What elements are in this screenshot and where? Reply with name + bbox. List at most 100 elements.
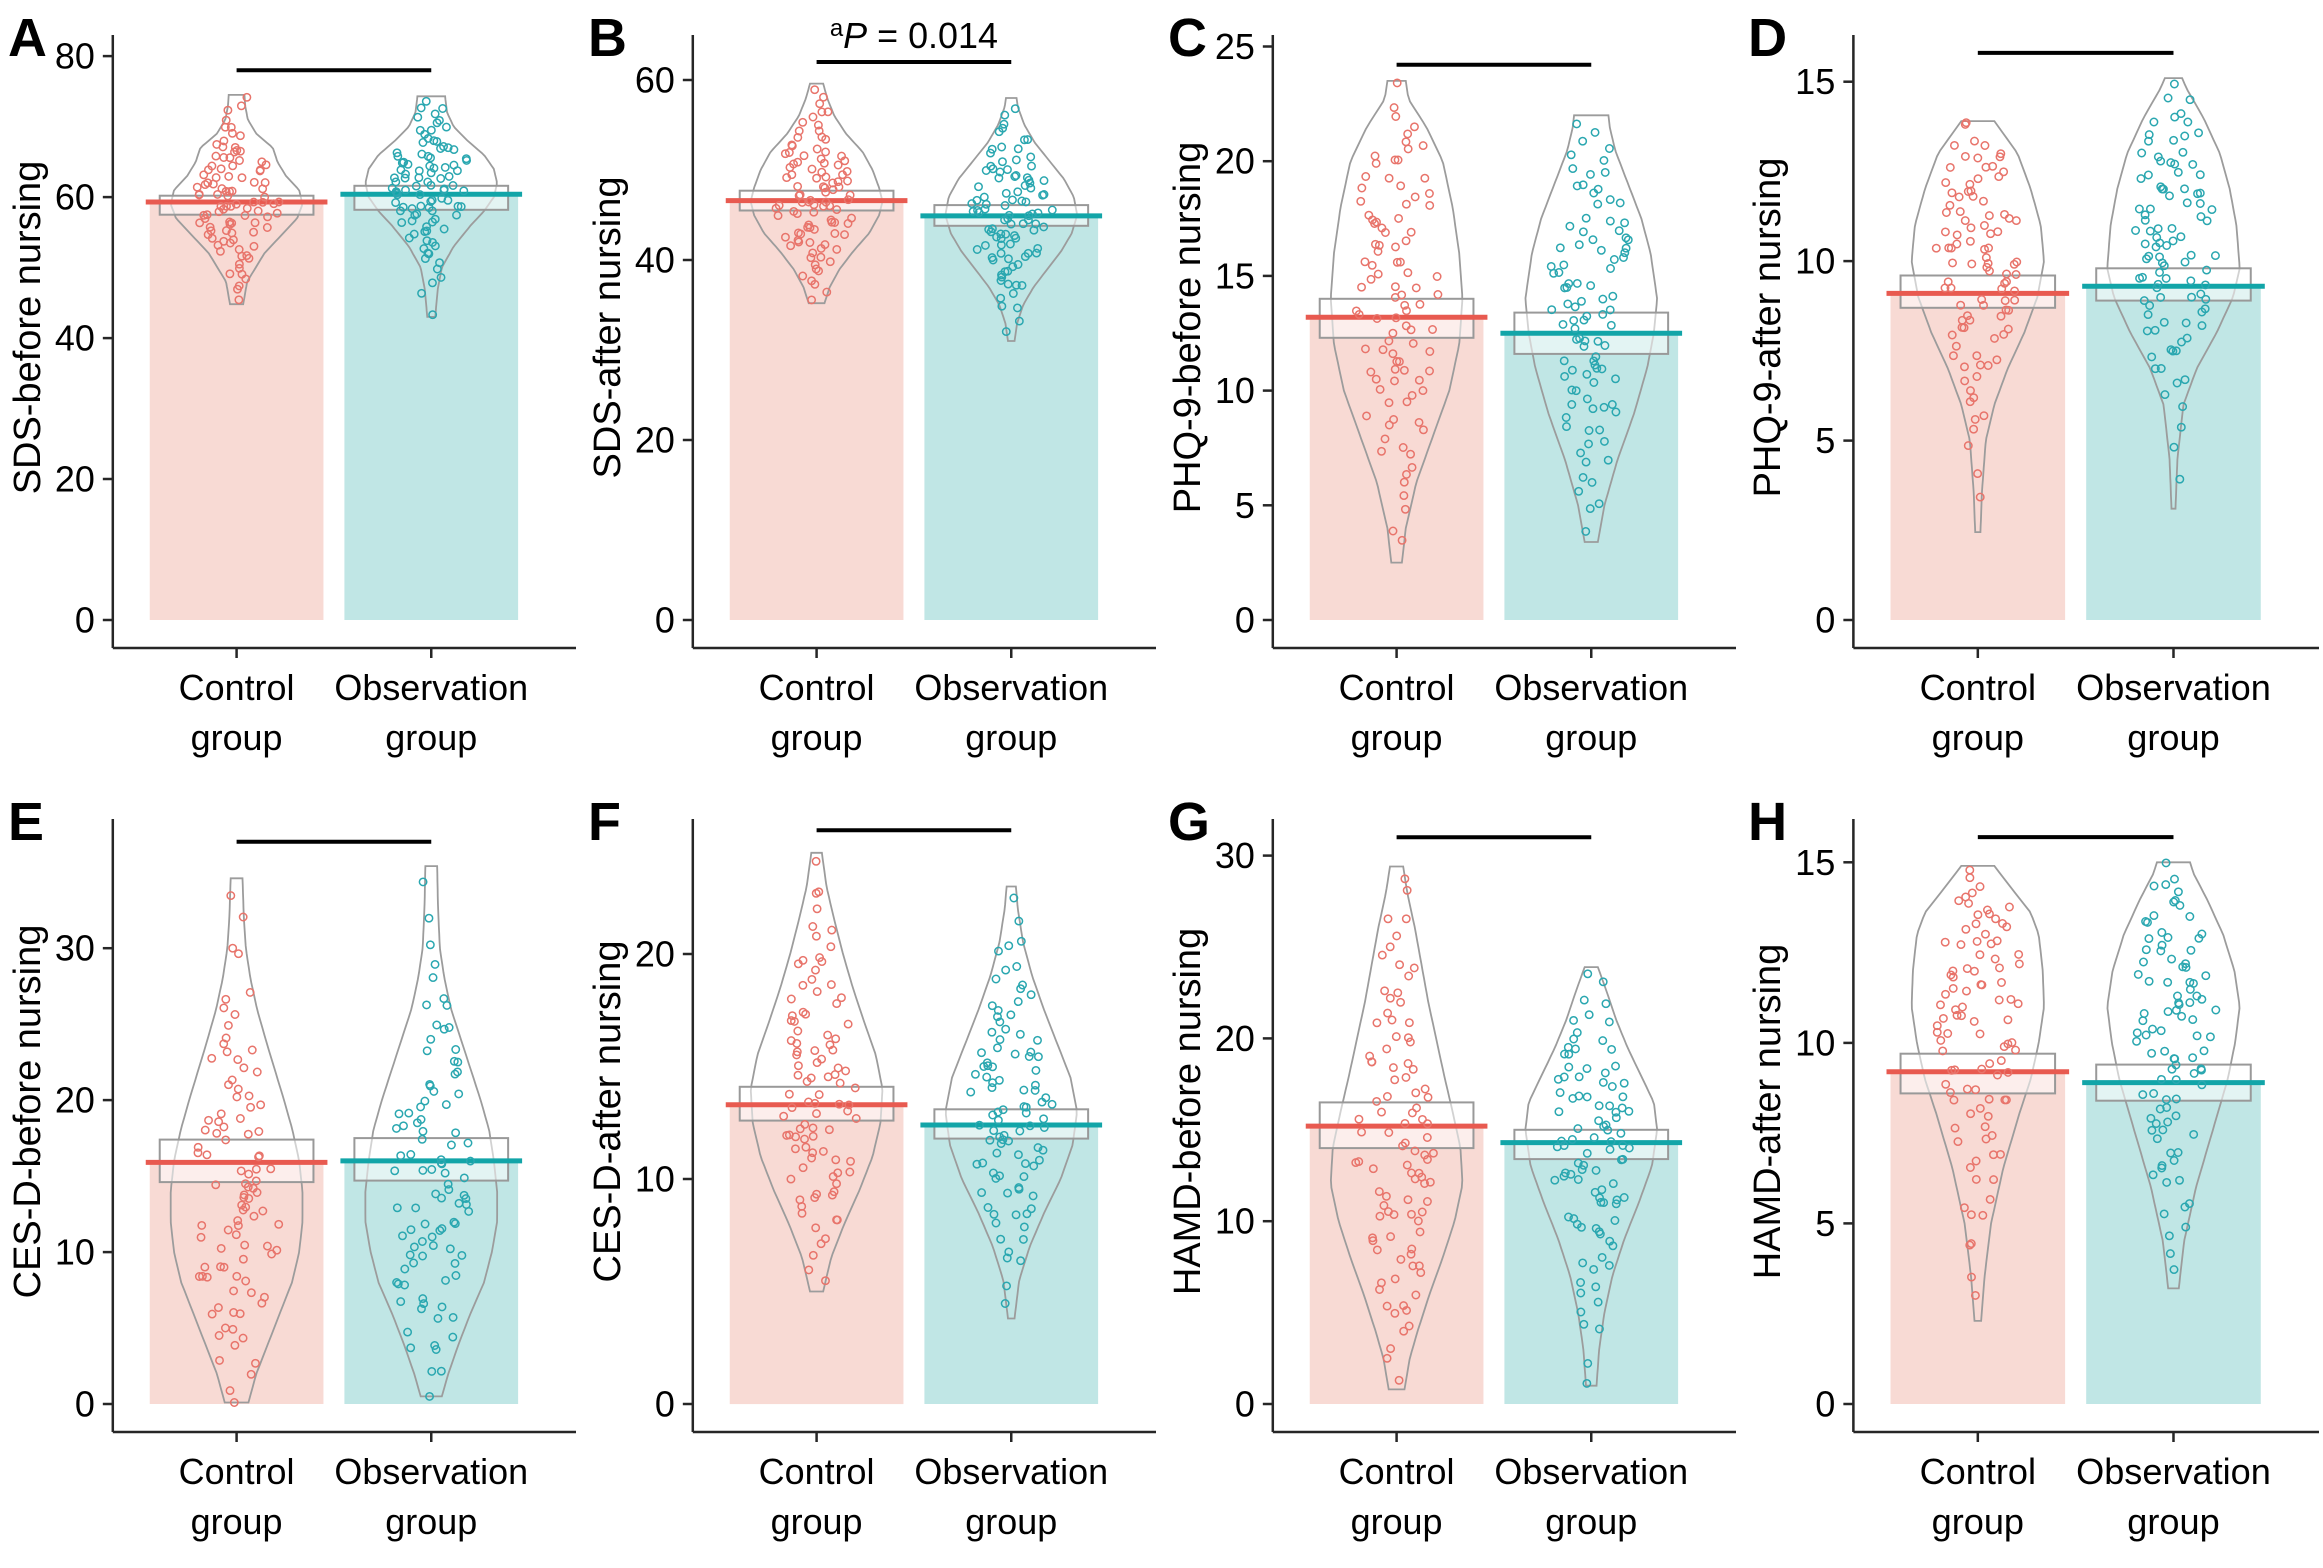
data-points-observation-group [967,104,1057,337]
y-tick-label: 10 [1215,370,1255,411]
y-tick-label: 15 [1795,61,1835,102]
x-category-label: Observation [1494,667,1688,708]
y-axis-label: CES-D-after nursing [587,941,629,1283]
panel-e-chart: E CES-D-before nursing 0 10 20 30 Control group… [7,792,577,1542]
x-category-label: Control [179,667,295,708]
x-category-label-line2: group [1932,717,2024,758]
bar-observation-group [2086,286,2261,620]
bar-observation-group [344,194,519,621]
y-tick-label: 20 [55,458,95,499]
bar-observation-group [924,1125,1099,1404]
panel-letter: H [1748,792,1787,852]
y-axis-label: CES-D-before nursing [7,925,49,1299]
y-tick-label: 20 [1215,141,1255,182]
panel-f: F CES-D-after nursing 0 10 20 Control group Obs… [580,784,1160,1568]
y-tick-label: 10 [1795,241,1835,282]
y-tick-label: 30 [1215,835,1255,876]
y-tick-label: 30 [55,928,95,969]
panel-b-chart: B SDS-after nursing aP = 0.014 0 20 40 60 Contr… [587,8,1157,758]
violin-outline-observation-group [2106,77,2241,510]
panel-letter: B [588,8,627,68]
y-tick-label: 10 [1795,1022,1835,1063]
violin-outline-observation-group [1524,966,1658,1387]
y-axis-label: HAMD-before nursing [1167,928,1209,1295]
panel-d: D PHQ-9-after nursing 0 5 10 15 Control group Ob… [1740,0,2323,784]
panel-letter: A [8,8,47,68]
x-category-label: Observation [2076,1451,2271,1492]
data-points-observation-group [2131,79,2220,484]
y-tick-label: 0 [1235,599,1255,640]
y-tick-label: 0 [75,599,95,640]
bar-control-group [149,202,324,620]
panel-c-chart: C PHQ-9-before nursing 0 5 10 15 20 25 Control gr… [1167,8,1737,758]
data-points-control-group [193,891,284,1407]
bar-control-group [1309,1126,1484,1404]
y-tick-label: 10 [1215,1201,1255,1242]
violin-outline-observation-group [1524,114,1658,543]
panel-b: B SDS-after nursing aP = 0.014 0 20 40 60 Contr… [580,0,1160,784]
violin-outline-control-group [749,851,884,1293]
x-category-label: Control [759,1451,875,1492]
x-category-label-line2: group [1932,1501,2024,1542]
y-tick-label: 0 [655,1383,675,1424]
x-category-label: Control [1339,667,1455,708]
y-tick-label: 0 [1815,1384,1835,1425]
panel-letter: C [1168,8,1207,68]
y-tick-label: 10 [55,1232,95,1273]
x-category-label: Observation [334,1451,528,1492]
bar-control-group [729,200,904,620]
x-category-label-line2: group [385,1501,477,1542]
panel-f-chart: F CES-D-after nursing 0 10 20 Control group Obs… [587,792,1157,1542]
violin-outline-control-group [1910,120,2045,533]
y-axis-label: PHQ-9-after nursing [1747,158,1789,498]
panel-a: A SDS-before nursing 0 20 40 60 80 Control group… [0,0,580,784]
x-category-label: Observation [334,667,528,708]
p-value-annotation: aP = 0.014 [830,15,998,56]
x-category-label: Observation [914,667,1108,708]
x-category-label-line2: group [2127,717,2219,758]
violin-outline-control-group [1330,865,1464,1391]
y-axis-label: SDS-before nursing [7,161,49,495]
y-axis-label: HAMD-after nursing [1747,944,1789,1280]
y-tick-label: 40 [55,318,95,359]
y-axis-label: SDS-after nursing [587,177,629,479]
data-points-observation-group [390,877,475,1401]
violin-outline-control-group [170,94,303,306]
panel-h-chart: H HAMD-after nursing 0 5 10 15 Control group Obs… [1747,792,2319,1542]
bar-control-group [149,1162,324,1404]
data-points-control-group [1932,865,2024,1300]
violin-outline-observation-group [944,97,1078,342]
y-tick-label: 5 [1815,1203,1835,1244]
y-tick-label: 0 [655,599,675,640]
data-points-observation-group [966,893,1057,1308]
panel-letter: D [1748,8,1787,68]
y-tick-label: 10 [635,1158,675,1199]
x-category-label-line2: group [965,717,1057,758]
y-tick-label: 25 [1215,26,1255,67]
violin-outline-observation-group [944,885,1078,1320]
y-tick-label: 20 [635,419,675,460]
data-points-control-group [779,856,861,1286]
x-category-label-line2: group [771,717,863,758]
x-category-label-line2: group [191,1501,283,1542]
x-category-label-line2: group [2127,1501,2219,1542]
x-category-label: Control [1920,667,2036,708]
bar-observation-group [1504,1142,1679,1404]
y-tick-label: 0 [1235,1383,1255,1424]
violin-outline-control-group [1330,80,1464,564]
panel-d-chart: D PHQ-9-after nursing 0 5 10 15 Control group Ob… [1747,8,2319,758]
x-category-label: Observation [1494,1451,1688,1492]
y-tick-label: 60 [635,59,675,100]
bar-observation-group [344,1160,519,1404]
x-category-label-line2: group [1545,717,1637,758]
x-category-label-line2: group [1545,1501,1637,1542]
x-category-label-line2: group [191,717,283,758]
y-tick-label: 20 [1215,1018,1255,1059]
panel-letter: F [588,792,621,852]
x-category-label-line2: group [965,1501,1057,1542]
violin-outline-observation-group [364,865,499,1398]
bar-control-group [1890,1071,2066,1404]
x-category-label: Control [179,1451,295,1492]
error-box-control-group [158,194,315,216]
